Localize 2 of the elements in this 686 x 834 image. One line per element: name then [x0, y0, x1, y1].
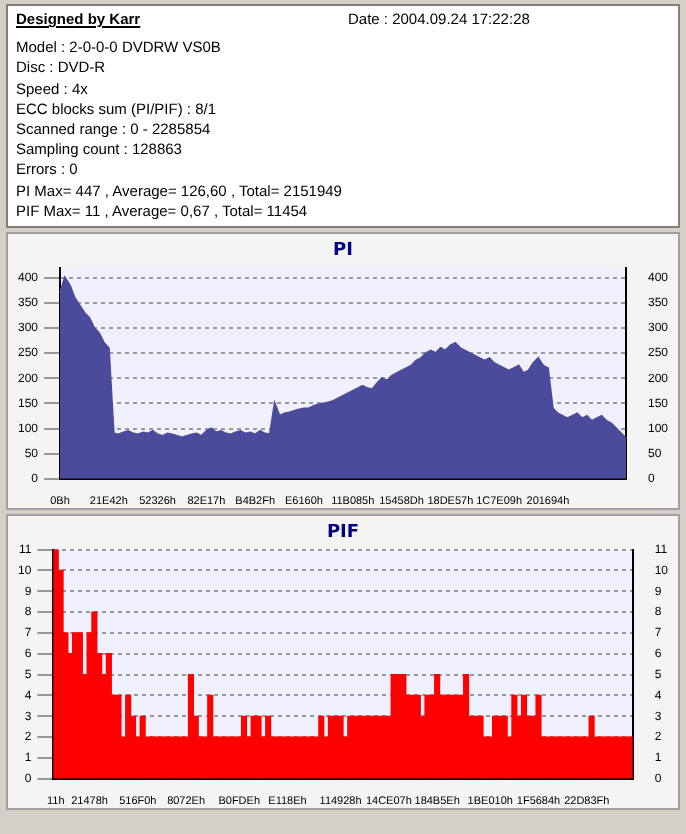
- chart-title: PI: [333, 241, 353, 262]
- chart-title: PIF: [326, 523, 360, 544]
